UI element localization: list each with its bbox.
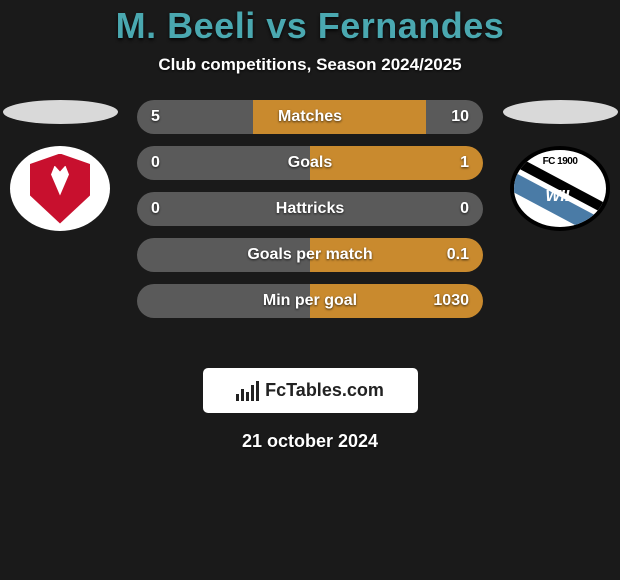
stat-bar: 0 0 Hattricks [137, 192, 483, 226]
stat-value-left: 0 [151, 200, 160, 218]
team-right: FC 1900 WIL [500, 100, 620, 231]
stats-column: 5 10 Matches 0 1 Goals 0 0 Hattricks 0.1 Goals per… [137, 100, 483, 318]
vaduz-shield-icon [30, 154, 90, 224]
stat-value-right: 0 [460, 200, 469, 218]
brand-chart-icon [236, 381, 259, 401]
stat-label: Goals per match [247, 246, 372, 264]
stat-label: Goals [288, 154, 332, 172]
stat-label: Hattricks [276, 200, 344, 218]
club-badge-wil: FC 1900 WIL [510, 146, 610, 231]
stat-value-left: 5 [151, 108, 160, 126]
stat-value-left: 0 [151, 154, 160, 172]
stat-value-right: 10 [451, 108, 469, 126]
stat-value-right: 0.1 [447, 246, 469, 264]
player-comparison-card: M. Beeli vs Fernandes Club competitions,… [0, 0, 620, 452]
club-badge-vaduz [10, 146, 110, 231]
stat-bar: 0 1 Goals [137, 146, 483, 180]
stat-label: Matches [278, 108, 342, 126]
stat-half-left [137, 146, 310, 180]
brand-label: FcTables.com [265, 380, 384, 401]
stat-bar: 0.1 Goals per match [137, 238, 483, 272]
stat-bar: 5 10 Matches [137, 100, 483, 134]
page-title: M. Beeli vs Fernandes [0, 5, 620, 47]
wil-badge-main-text: WIL [514, 188, 606, 206]
player-ellipse-right [503, 100, 618, 124]
comparison-area: FC 1900 WIL 5 10 Matches 0 1 Goals 0 0 Hattricks… [0, 100, 620, 350]
brand-chip[interactable]: FcTables.com [203, 368, 418, 413]
stat-value-right: 1 [460, 154, 469, 172]
team-left [0, 100, 120, 231]
stat-half-right [310, 146, 483, 180]
stat-value-right: 1030 [433, 292, 469, 310]
stat-bar: 1030 Min per goal [137, 284, 483, 318]
player-ellipse-left [3, 100, 118, 124]
subtitle: Club competitions, Season 2024/2025 [0, 55, 620, 75]
stat-label: Min per goal [263, 292, 357, 310]
date-text: 21 october 2024 [0, 431, 620, 452]
